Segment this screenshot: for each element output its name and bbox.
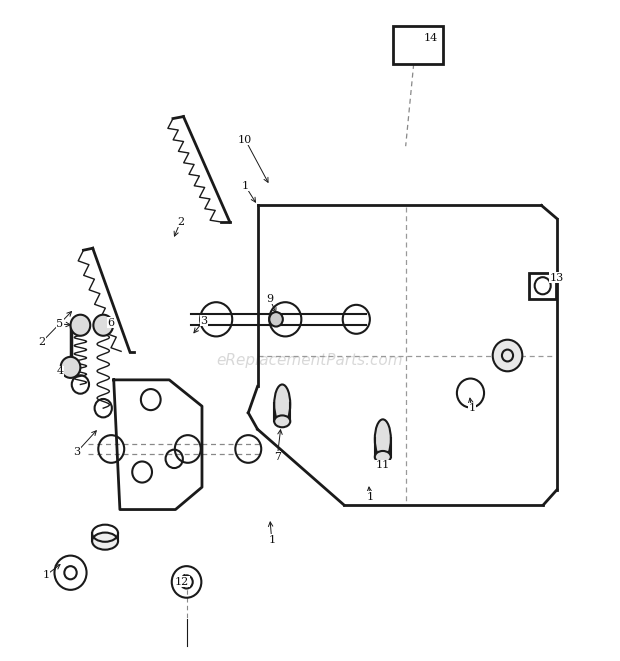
Text: 2: 2 (177, 217, 184, 227)
Ellipse shape (274, 385, 290, 424)
Text: eReplacementParts.com: eReplacementParts.com (216, 352, 404, 368)
Text: 1: 1 (42, 570, 50, 580)
Circle shape (61, 357, 81, 378)
Text: 1: 1 (366, 492, 373, 502)
Ellipse shape (92, 533, 118, 550)
FancyBboxPatch shape (393, 26, 443, 64)
Text: 1: 1 (268, 535, 275, 545)
Ellipse shape (375, 451, 391, 463)
Text: 1: 1 (242, 180, 249, 190)
Text: 9: 9 (267, 294, 273, 304)
FancyBboxPatch shape (529, 272, 556, 299)
Text: 7: 7 (274, 452, 281, 462)
Text: 10: 10 (238, 135, 252, 145)
Text: 3: 3 (200, 315, 208, 326)
Ellipse shape (375, 419, 391, 459)
Text: 6: 6 (108, 317, 115, 328)
Circle shape (71, 315, 91, 336)
Text: 14: 14 (423, 32, 438, 42)
Text: 12: 12 (175, 577, 189, 587)
Circle shape (94, 315, 113, 336)
Text: 13: 13 (550, 273, 564, 283)
Ellipse shape (274, 415, 290, 427)
Text: 11: 11 (376, 461, 390, 471)
Text: 1: 1 (468, 403, 476, 413)
Circle shape (269, 312, 283, 327)
Text: 2: 2 (38, 337, 45, 347)
Text: 4: 4 (56, 366, 64, 376)
Text: 3: 3 (73, 447, 80, 457)
Circle shape (493, 340, 522, 371)
Text: 5: 5 (56, 319, 64, 329)
